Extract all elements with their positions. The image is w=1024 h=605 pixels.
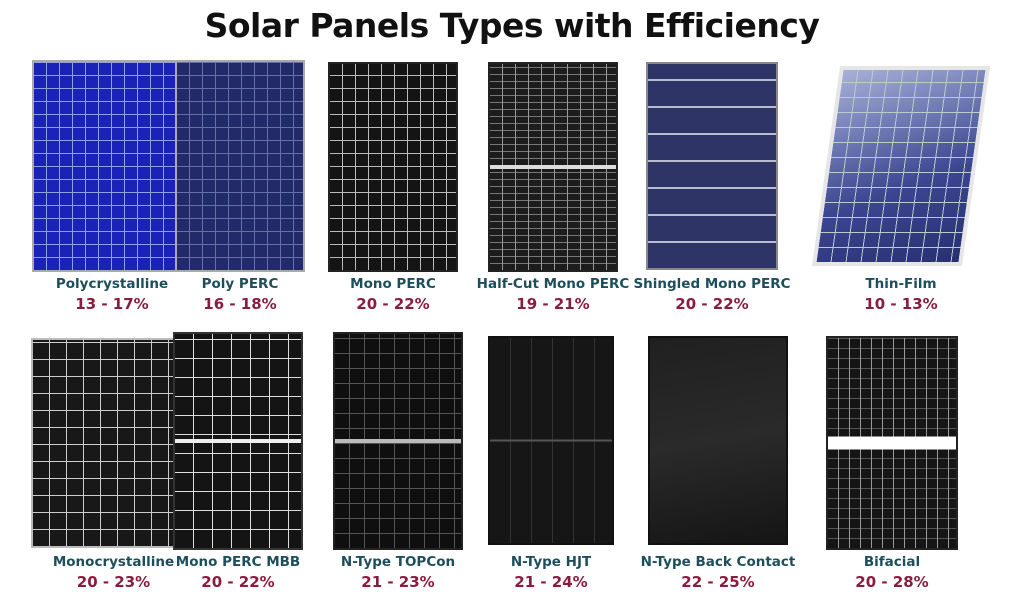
panel-card: Mono PERC 20 - 22% [308, 62, 478, 313]
solar-panel-image [328, 62, 458, 272]
panel-card: Shingled Mono PERC 20 - 22% [627, 62, 797, 313]
efficiency-range: 20 - 28% [855, 573, 929, 591]
panel-card: Half-Cut Mono PERC 19 - 21% [468, 62, 638, 313]
panel-type-label: Shingled Mono PERC [633, 276, 791, 292]
solar-panel-image [488, 336, 614, 545]
efficiency-range: 21 - 24% [514, 573, 588, 591]
efficiency-range: 16 - 18% [203, 295, 277, 313]
solar-panel-image [173, 332, 303, 550]
solar-panel-image [175, 60, 305, 272]
page-title: Solar Panels Types with Efficiency [204, 6, 820, 45]
panel-type-label: Mono PERC MBB [175, 554, 301, 570]
panel-card: Thin-Film 10 - 13% [811, 66, 991, 313]
panel-card: Polycrystalline 13 - 17% [27, 60, 197, 313]
solar-panel-image [333, 332, 463, 550]
efficiency-range: 21 - 23% [361, 573, 435, 591]
panel-type-label: Monocrystalline [52, 554, 175, 570]
efficiency-range: 10 - 13% [864, 295, 938, 313]
panel-type-label: N-Type TOPCon [340, 554, 456, 570]
efficiency-range: 20 - 22% [356, 295, 430, 313]
solar-panel-image [31, 338, 196, 548]
panel-type-label: Bifacial [863, 554, 921, 570]
panel-card: N-Type TOPCon 21 - 23% [313, 332, 483, 591]
efficiency-range: 19 - 21% [516, 295, 590, 313]
panel-card: Monocrystalline 20 - 23% [29, 338, 199, 591]
panel-card: Bifacial 20 - 28% [807, 336, 977, 591]
efficiency-range: 13 - 17% [75, 295, 149, 313]
panel-type-label: N-Type HJT [510, 554, 592, 570]
panel-type-label: Mono PERC [350, 276, 436, 292]
panel-type-label: Poly PERC [201, 276, 279, 292]
panel-type-label: Half-Cut Mono PERC [476, 276, 630, 292]
solar-panel-image [646, 62, 778, 270]
panel-type-label: Polycrystalline [55, 276, 169, 292]
panel-card: Mono PERC MBB 20 - 22% [153, 332, 323, 591]
panel-card: N-Type HJT 21 - 24% [466, 336, 636, 591]
panel-card: Poly PERC 16 - 18% [155, 60, 325, 313]
efficiency-range: 20 - 23% [76, 573, 151, 591]
solar-panel-image [826, 336, 958, 550]
panel-type-label: Thin-Film [865, 276, 937, 292]
solar-panel-image [648, 336, 788, 545]
panel-card: N-Type Back Contact 22 - 25% [633, 336, 803, 591]
efficiency-range: 22 - 25% [681, 573, 755, 591]
efficiency-range: 20 - 22% [675, 295, 749, 313]
solar-panel-image [32, 60, 192, 272]
efficiency-range: 20 - 22% [201, 573, 275, 591]
panel-type-label: N-Type Back Contact [640, 554, 796, 570]
solar-panel-image [488, 62, 618, 272]
solar-panel-image [811, 66, 991, 266]
